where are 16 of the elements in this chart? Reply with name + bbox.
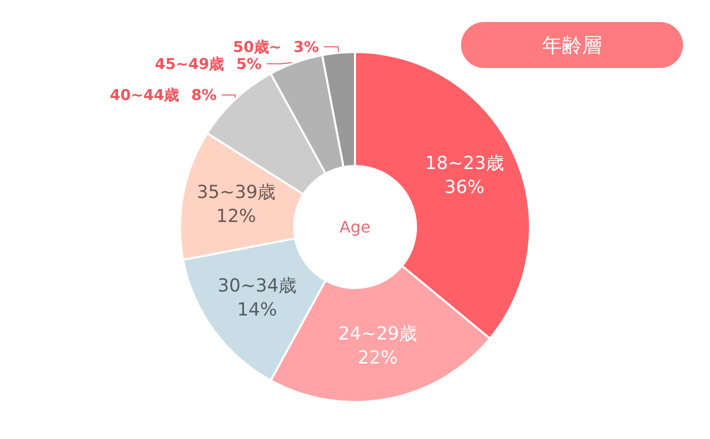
data-label: 22% <box>358 347 398 368</box>
slice-label: 50歳~ <box>233 38 282 56</box>
data-label: 14% <box>237 300 278 321</box>
slice-label: 18~23歳 <box>425 152 504 174</box>
slice-label: 24~29歳 <box>338 323 418 344</box>
slice-label: 30~34歳 <box>218 276 297 297</box>
data-label: 3% <box>294 38 319 56</box>
slice-label: 35~39歳 <box>196 182 276 203</box>
data-label: 12% <box>216 206 256 227</box>
text: Age <box>340 218 370 236</box>
slice-label: 40~44歳 <box>110 86 180 104</box>
data-label: 8% <box>191 86 217 104</box>
text: 年齢層 <box>542 33 602 57</box>
data-label: 36% <box>444 176 484 198</box>
data-label: 5% <box>236 54 262 73</box>
slice-label: 45~49歳 <box>154 54 224 73</box>
